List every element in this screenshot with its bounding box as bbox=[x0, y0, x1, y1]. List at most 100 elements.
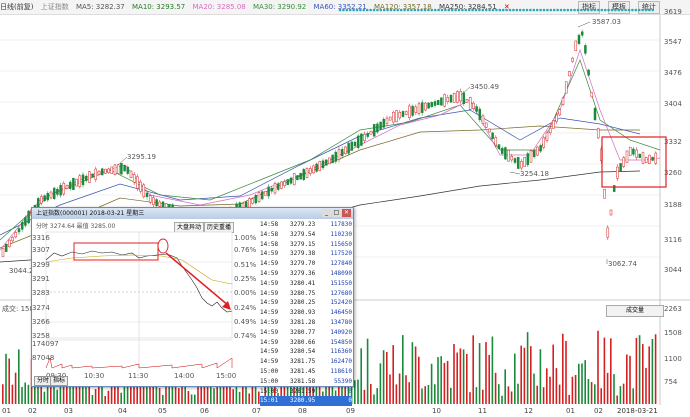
event-marker[interactable] bbox=[586, 8, 590, 12]
event-marker[interactable] bbox=[403, 8, 406, 12]
event-marker[interactable] bbox=[614, 8, 617, 12]
event-marker[interactable] bbox=[600, 8, 604, 12]
trade-row[interactable]: 14:58 3279.54 110230 bbox=[260, 230, 352, 240]
event-marker[interactable] bbox=[427, 8, 430, 12]
event-marker[interactable] bbox=[583, 8, 587, 12]
event-marker[interactable] bbox=[637, 8, 641, 12]
event-marker[interactable] bbox=[593, 8, 597, 12]
event-marker[interactable] bbox=[559, 8, 563, 12]
trade-row[interactable]: 14:59 3280.93 146450 bbox=[260, 308, 352, 318]
event-marker[interactable] bbox=[484, 8, 488, 12]
event-marker[interactable] bbox=[631, 8, 634, 12]
event-marker[interactable] bbox=[362, 8, 366, 12]
event-marker[interactable] bbox=[406, 8, 410, 12]
event-marker[interactable] bbox=[641, 8, 644, 12]
event-marker[interactable] bbox=[352, 8, 355, 12]
event-marker[interactable] bbox=[651, 8, 655, 12]
trade-row[interactable]: 14:59 3280.25 152420 bbox=[260, 298, 352, 308]
event-marker[interactable] bbox=[444, 8, 447, 12]
event-marker[interactable] bbox=[420, 8, 423, 12]
popup-title[interactable]: 上证指数(000001) 2018-03-21 星期三 bbox=[32, 208, 353, 219]
volume-indicator-button[interactable]: 成交量 bbox=[606, 305, 664, 317]
event-marker[interactable] bbox=[379, 8, 383, 12]
event-marker[interactable] bbox=[522, 8, 525, 12]
event-marker[interactable] bbox=[620, 8, 624, 12]
event-marker[interactable] bbox=[413, 8, 417, 12]
event-marker[interactable] bbox=[501, 8, 505, 12]
event-marker[interactable] bbox=[512, 8, 515, 12]
event-marker[interactable] bbox=[508, 8, 512, 12]
event-marker[interactable] bbox=[552, 8, 556, 12]
event-marker[interactable] bbox=[542, 8, 546, 12]
event-marker[interactable] bbox=[546, 8, 549, 12]
event-marker[interactable] bbox=[491, 8, 495, 12]
event-marker[interactable] bbox=[610, 8, 614, 12]
event-marker[interactable] bbox=[515, 8, 519, 12]
event-marker[interactable] bbox=[569, 8, 573, 12]
trade-row[interactable]: 15:00 3281.59 0 bbox=[260, 387, 352, 397]
event-marker[interactable] bbox=[597, 8, 600, 12]
trade-row[interactable]: 15:00 3281.58 55390 bbox=[260, 377, 352, 387]
trade-row[interactable]: 14:59 3280.66 154850 bbox=[260, 338, 352, 348]
event-marker[interactable] bbox=[566, 8, 570, 12]
event-marker[interactable] bbox=[539, 8, 542, 12]
event-marker[interactable] bbox=[399, 8, 403, 12]
event-marker[interactable] bbox=[576, 8, 580, 12]
event-marker[interactable] bbox=[433, 8, 437, 12]
event-marker[interactable] bbox=[376, 8, 379, 12]
event-marker[interactable] bbox=[342, 8, 345, 12]
event-marker[interactable] bbox=[488, 8, 491, 12]
intraday-chart[interactable]: 3316 3307 3299 3291 3283 3274 3266 3258 … bbox=[32, 218, 260, 386]
event-marker[interactable] bbox=[372, 8, 376, 12]
event-marker[interactable] bbox=[471, 8, 474, 12]
event-marker[interactable] bbox=[447, 8, 451, 12]
chart-type-label[interactable]: 日线(前复) bbox=[0, 3, 34, 11]
event-marker[interactable] bbox=[382, 8, 386, 12]
event-marker[interactable] bbox=[617, 8, 621, 12]
event-marker[interactable] bbox=[481, 8, 485, 12]
event-marker[interactable] bbox=[474, 8, 478, 12]
trade-row[interactable]: 14:58 3279.15 115650 bbox=[260, 240, 352, 250]
template-button[interactable]: 模板 bbox=[608, 1, 630, 14]
event-markers[interactable] bbox=[338, 8, 655, 12]
event-marker[interactable] bbox=[525, 8, 529, 12]
event-marker[interactable] bbox=[450, 8, 454, 12]
event-marker[interactable] bbox=[532, 8, 536, 12]
trade-row[interactable]: 14:59 3279.38 117520 bbox=[260, 249, 352, 259]
event-marker[interactable] bbox=[365, 8, 369, 12]
trade-row[interactable]: 14:59 3280.54 116360 bbox=[260, 347, 352, 357]
event-marker[interactable] bbox=[457, 8, 461, 12]
event-marker[interactable] bbox=[461, 8, 464, 12]
event-marker[interactable] bbox=[518, 8, 522, 12]
event-marker[interactable] bbox=[386, 8, 389, 12]
event-marker[interactable] bbox=[416, 8, 420, 12]
close-button[interactable]: ✕ bbox=[342, 209, 351, 217]
event-marker[interactable] bbox=[396, 8, 400, 12]
event-marker[interactable] bbox=[454, 8, 457, 12]
event-marker[interactable] bbox=[573, 8, 576, 12]
event-marker[interactable] bbox=[464, 8, 468, 12]
event-marker[interactable] bbox=[556, 8, 559, 12]
event-marker[interactable] bbox=[359, 8, 362, 12]
event-marker[interactable] bbox=[338, 8, 342, 12]
event-marker[interactable] bbox=[529, 8, 532, 12]
event-marker[interactable] bbox=[369, 8, 372, 12]
trade-row[interactable]: 15:00 3281.45 118610 bbox=[260, 367, 352, 377]
event-marker[interactable] bbox=[348, 8, 352, 12]
event-marker[interactable] bbox=[355, 8, 359, 12]
trade-row[interactable]: 14:59 3281.75 162470 bbox=[260, 357, 352, 367]
trade-row[interactable]: 14:59 3281.28 134780 bbox=[260, 318, 352, 328]
trade-row[interactable]: 14:59 3280.41 151550 bbox=[260, 279, 352, 289]
intraday-popup[interactable]: 上证指数(000001) 2018-03-21 星期三 _ □ ✕ 分时 327… bbox=[31, 207, 354, 407]
trade-row[interactable]: 15:01 3280.95 0 bbox=[260, 396, 352, 407]
event-marker[interactable] bbox=[603, 8, 607, 12]
trade-row[interactable]: 14:59 3279.36 148090 bbox=[260, 269, 352, 279]
event-marker[interactable] bbox=[505, 8, 508, 12]
tab-indicator[interactable]: 指标 bbox=[50, 376, 69, 386]
event-marker[interactable] bbox=[467, 8, 471, 12]
event-marker[interactable] bbox=[430, 8, 434, 12]
event-marker[interactable] bbox=[423, 8, 427, 12]
event-marker[interactable] bbox=[535, 8, 539, 12]
event-marker[interactable] bbox=[389, 8, 393, 12]
event-marker[interactable] bbox=[498, 8, 502, 12]
